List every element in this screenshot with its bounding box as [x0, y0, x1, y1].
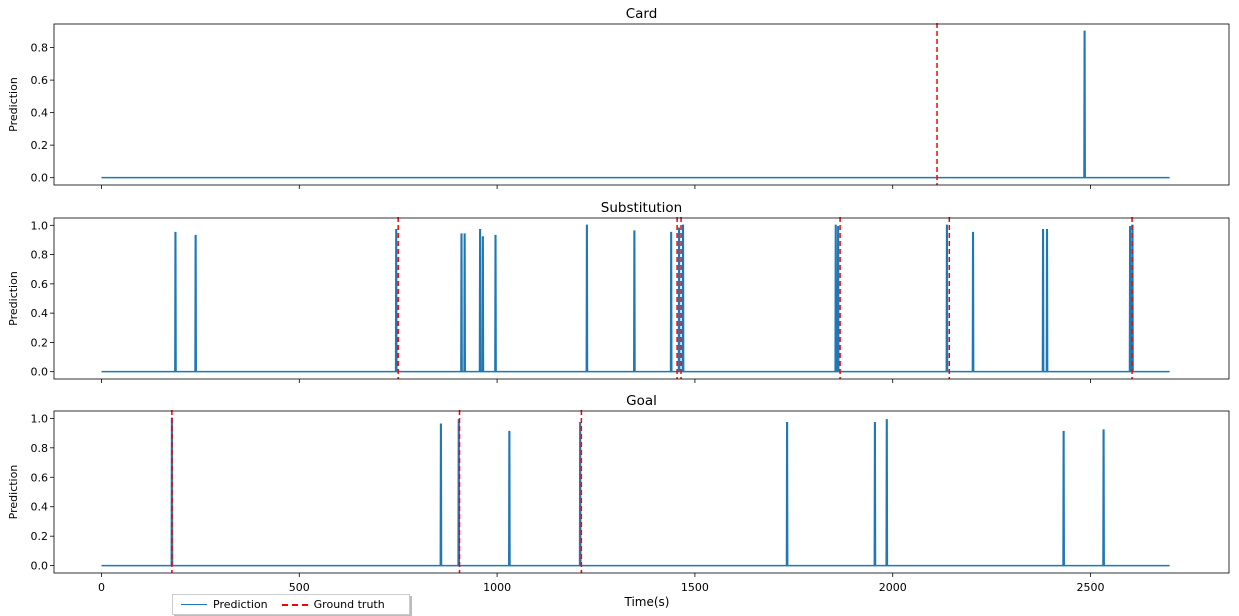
legend-label-ground-truth: Ground truth: [313, 598, 385, 611]
x-tick-label: 1000: [483, 581, 511, 594]
legend-label-prediction: Prediction: [213, 598, 268, 611]
x-tick-label: 2000: [879, 581, 907, 594]
y-tick-label: 0.8: [31, 249, 49, 262]
x-tick-label: 1500: [681, 581, 709, 594]
prediction-line: [101, 417, 1170, 567]
y-tick-label: 0.8: [31, 42, 49, 55]
panel-card: Card Prediction 0.0 0.2 0.4 0.6 0.8: [7, 6, 1230, 189]
y-tick-label: 0.6: [31, 278, 49, 291]
y-tick-label: 0.0: [31, 560, 49, 573]
y-tick-label: 0.4: [31, 307, 49, 320]
y-tick-label: 0.0: [31, 366, 49, 379]
y-tick-label: 0.2: [31, 336, 49, 349]
x-tick-label: 2500: [1077, 581, 1105, 594]
y-tick-label: 0.4: [31, 501, 49, 514]
y-axis-label: Prediction: [7, 271, 20, 326]
y-tick-label: 0.6: [31, 471, 49, 484]
y-tick-label: 0.2: [31, 139, 49, 152]
plot-frame: [53, 217, 1230, 380]
ground-truth-swatch: [281, 603, 308, 606]
panel-substitution: Substitution Prediction 0.0 0.2 0.4 0.6 0.8 1.0: [7, 200, 1230, 383]
y-tick-label: 0.6: [31, 74, 49, 87]
panel-title: Goal: [626, 393, 657, 409]
y-tick-label: 0.4: [31, 107, 49, 120]
y-tick-label: 1.0: [31, 219, 49, 232]
y-tick-label: 0.0: [31, 172, 49, 185]
legend-item-ground-truth: Ground truth: [281, 598, 385, 611]
y-axis-label: Prediction: [7, 465, 20, 520]
x-tick-label: 0: [98, 581, 105, 594]
y-tick-label: 0.2: [31, 530, 49, 543]
plot-frame: [53, 410, 1230, 574]
legend-item-prediction: Prediction: [181, 598, 268, 611]
x-tick-label: 500: [289, 581, 310, 594]
chart-panels: CardPrediction0.00.20.40.60.8Substitutio…: [7, 6, 1230, 594]
prediction-swatch: [181, 604, 207, 605]
x-axis-label: Time(s): [624, 595, 670, 609]
prediction-line: [101, 224, 1170, 373]
y-tick-label: 0.8: [31, 442, 49, 455]
legend: Prediction Ground truth: [172, 594, 410, 615]
prediction-line: [101, 30, 1170, 179]
y-tick-label: 1.0: [31, 412, 49, 425]
panel-goal: Goal Prediction 0.0 0.2 0.4 0.6 0.8 1.0 0 500 1000…: [7, 393, 1230, 594]
panel-title: Card: [626, 6, 658, 22]
panel-title: Substitution: [601, 200, 682, 216]
y-axis-label: Prediction: [7, 77, 20, 132]
plot-frame: [53, 23, 1230, 186]
